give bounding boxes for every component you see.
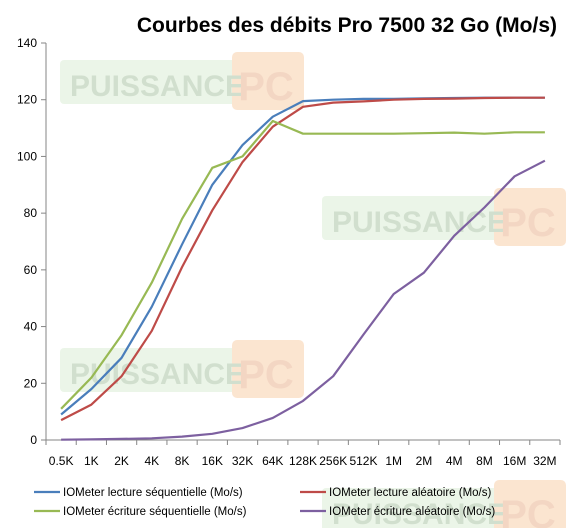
y-tick-label: 40 — [24, 320, 38, 334]
y-tick-label: 100 — [17, 149, 37, 163]
x-tick-label: 128K — [289, 454, 317, 468]
watermark-word: PUISSANCE — [332, 498, 507, 528]
watermark-layer: PUISSANCEPCPUISSANCEPCPUISSANCEPCPUISSAN… — [60, 52, 566, 528]
watermark-badge-text: PC — [238, 65, 294, 109]
x-tick-label: 0.5K — [49, 454, 74, 468]
y-tick-label: 80 — [24, 206, 38, 220]
legend-label: IOMeter lecture aléatoire (Mo/s) — [329, 487, 492, 499]
series-lines — [60, 96, 546, 441]
y-tick-label: 0 — [30, 433, 37, 447]
x-tick-label: 32K — [232, 454, 253, 468]
y-tick-label: 120 — [17, 93, 37, 107]
x-tick-label: 4M — [446, 454, 463, 468]
watermark-word: PUISSANCE — [70, 358, 245, 391]
x-tick-label: 64K — [262, 454, 283, 468]
x-tick-label: 4K — [144, 454, 159, 468]
watermark-band — [60, 348, 244, 392]
x-tick-label: 2K — [114, 454, 129, 468]
legend-item-2: IOMeter lecture aléatoire (Mo/s) — [300, 487, 492, 499]
legend-item-1: IOMeter lecture séquentielle (Mo/s) — [34, 487, 243, 499]
watermark-badge — [232, 52, 304, 110]
x-tick-label: 8M — [476, 454, 493, 468]
watermark-badge — [494, 188, 566, 246]
x-tick-label: 8K — [175, 454, 190, 468]
x-tick-label: 2M — [416, 454, 433, 468]
legend-label: IOMeter écriture aléatoire (Mo/s) — [329, 506, 495, 518]
watermark-word: PUISSANCE — [332, 206, 507, 239]
watermark-badge — [232, 340, 304, 398]
legend-item-3: IOMeter écriture séquentielle (Mo/s) — [34, 506, 247, 518]
y-tick-label: 60 — [24, 263, 38, 277]
watermark-word: PUISSANCE — [70, 70, 245, 103]
x-tick-label: 16K — [202, 454, 223, 468]
x-tick-label: 16M — [503, 454, 526, 468]
legend: IOMeter lecture séquentielle (Mo/s) IOMet… — [34, 487, 495, 518]
legend-item-4: IOMeter écriture aléatoire (Mo/s) — [300, 506, 495, 518]
x-tick-label: 1K — [84, 454, 99, 468]
watermark-band — [60, 60, 244, 104]
watermark-badge-text: PC — [238, 353, 294, 397]
chart-title: Courbes des débits Pro 7500 32 Go (Mo/s) — [137, 14, 557, 37]
series-line-3 — [60, 119, 545, 410]
watermark-band — [322, 488, 506, 528]
y-tick-label: 20 — [24, 376, 38, 390]
series-line-2 — [60, 96, 545, 422]
series-line-4 — [61, 159, 546, 441]
x-tick-label: 256K — [319, 454, 347, 468]
x-tick-label: 512K — [349, 454, 377, 468]
legend-label: IOMeter lecture séquentielle (Mo/s) — [63, 487, 243, 499]
x-tick-label: 1M — [385, 454, 402, 468]
axes: 0 20 40 60 80 100 120 140 0.5K 1K 2K 4K 8K 16K 32K 64K 1… — [17, 36, 561, 468]
x-tick-label: 32M — [533, 454, 556, 468]
watermark-badge-text: PC — [500, 201, 556, 245]
watermark-badge-text: PC — [500, 493, 556, 528]
watermark-badge — [494, 480, 566, 528]
y-tick-label: 140 — [17, 36, 37, 50]
legend-label: IOMeter écriture séquentielle (Mo/s) — [63, 506, 247, 518]
